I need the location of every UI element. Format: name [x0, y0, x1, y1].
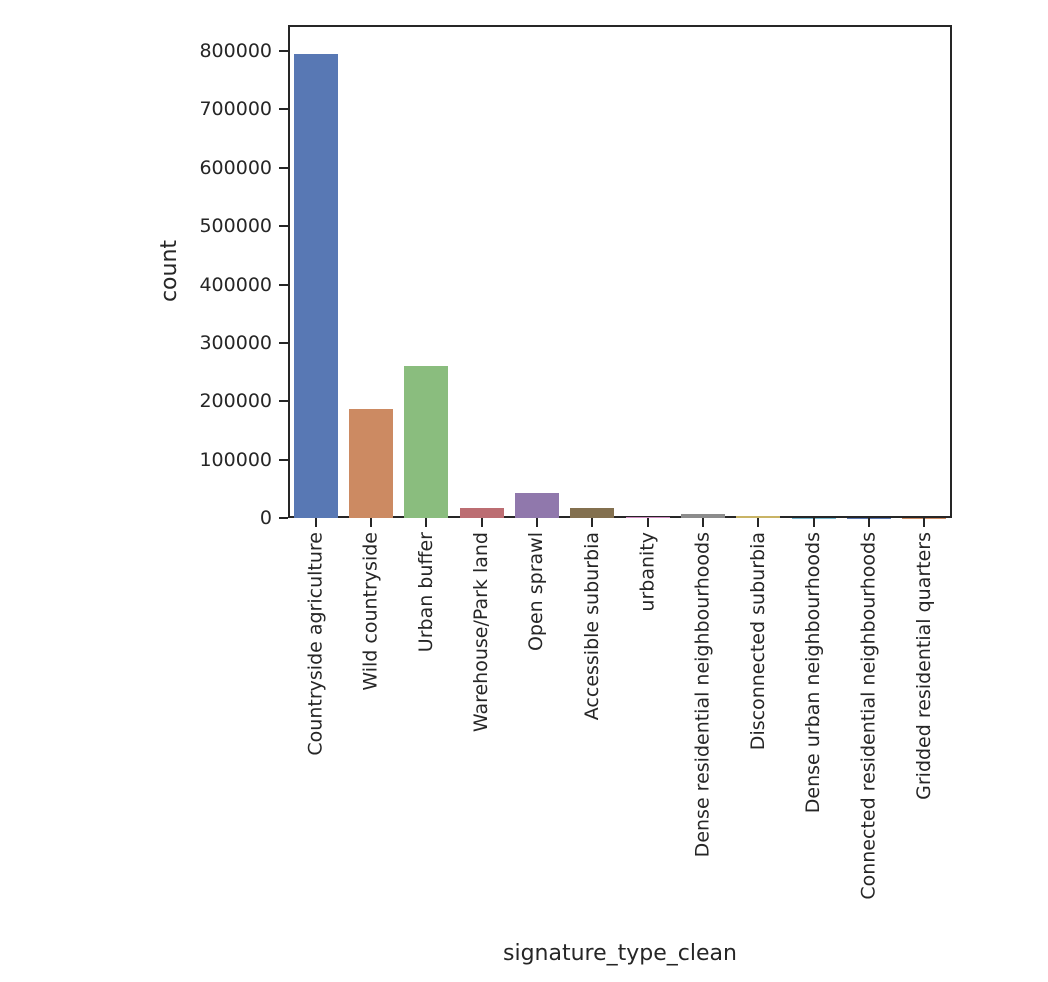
x-axis-label: signature_type_clean: [503, 941, 737, 966]
y-tick-label: 500000: [199, 215, 272, 238]
x-tick-mark: [370, 518, 372, 527]
x-tick-label: urbanity: [636, 532, 659, 612]
x-tick-mark: [702, 518, 704, 527]
y-tick-label: 800000: [199, 40, 272, 62]
x-tick-mark: [425, 518, 428, 527]
y-tick-label: 100000: [199, 448, 272, 471]
x-tick-label: Dense residential neighbourhoods: [691, 532, 714, 858]
x-tick-mark: [314, 518, 317, 527]
y-tick-label: 700000: [199, 98, 272, 121]
x-tick-label: Gridded residential quarters: [912, 532, 935, 800]
y-tick-mark: [279, 50, 288, 52]
x-tick-mark: [868, 518, 870, 527]
y-tick-mark: [279, 283, 288, 286]
bar: [625, 517, 670, 518]
y-tick-label: 600000: [199, 156, 272, 179]
y-tick-label: 400000: [199, 273, 272, 296]
bar: [349, 409, 393, 518]
y-tick-mark: [279, 166, 288, 169]
x-tick-mark: [480, 518, 483, 527]
x-tick-mark: [923, 518, 926, 527]
x-tick-mark: [536, 518, 538, 527]
x-tick-label: Countryside agriculture: [304, 532, 327, 756]
x-tick-label: Open sprawl: [525, 532, 548, 652]
y-tick-mark: [279, 400, 288, 403]
bar: [681, 514, 725, 518]
x-tick-label: Urban buffer: [414, 532, 437, 653]
y-tick-label: 300000: [199, 331, 272, 354]
plot-area: [288, 25, 952, 518]
x-tick-label: Warehouse/Park land: [470, 532, 493, 733]
x-tick-mark: [591, 518, 594, 527]
y-axis-label: count: [157, 239, 182, 303]
bar: [570, 508, 615, 518]
bar: [459, 508, 504, 518]
x-tick-mark: [646, 518, 649, 527]
x-tick-label: Connected residential neighbourhoods: [857, 532, 880, 900]
y-tick-mark: [279, 458, 288, 461]
bar: [293, 53, 338, 518]
y-tick-mark: [279, 341, 288, 344]
x-tick-label: Accessible suburbia: [580, 532, 603, 721]
bar: [404, 366, 449, 518]
bar: [515, 493, 559, 518]
y-tick-label: 0: [259, 507, 272, 529]
bar: [736, 515, 781, 518]
x-tick-mark: [812, 518, 815, 527]
y-tick-mark: [279, 225, 288, 228]
x-tick-label: Wild countryside: [359, 532, 382, 691]
y-tick-label: 200000: [199, 390, 272, 413]
x-tick-label: Dense urban neighbourhoods: [802, 532, 825, 814]
x-tick-mark: [757, 518, 760, 527]
x-tick-label: Disconnected suburbia: [746, 532, 769, 751]
y-tick-mark: [279, 108, 288, 111]
y-tick-mark: [279, 517, 288, 519]
